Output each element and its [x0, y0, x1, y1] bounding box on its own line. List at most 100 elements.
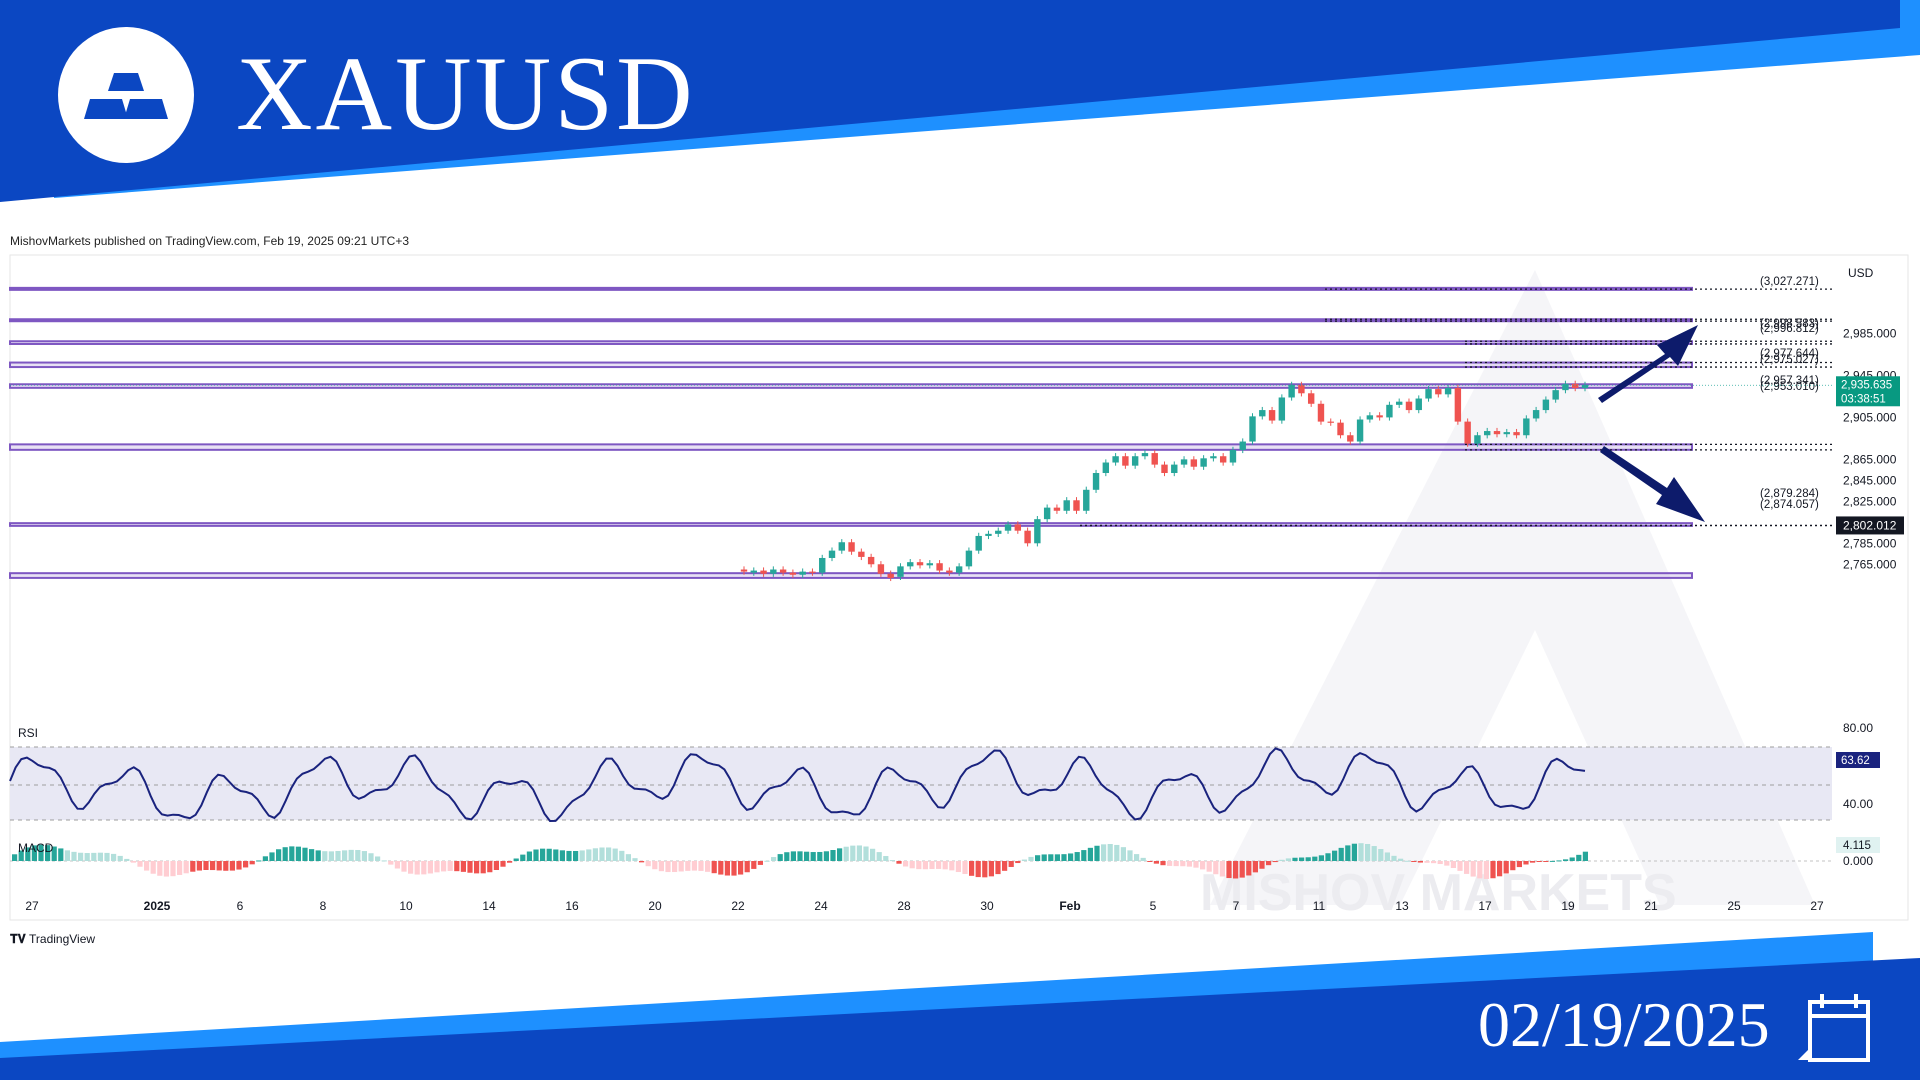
macd-bar-164: [1094, 845, 1100, 861]
macd-bar-185: [1233, 861, 1239, 879]
macd-bar-38: [262, 856, 268, 861]
macd-bar-235: [1563, 859, 1569, 861]
macd-bar-186: [1239, 861, 1245, 878]
macd-bar-124: [830, 850, 836, 861]
macd-bar-122: [817, 851, 823, 861]
macd-bar-89: [599, 847, 605, 861]
candle-body-59: [1317, 403, 1325, 422]
rsi-pane: 80.00 40.00 63.62: [9, 721, 1880, 823]
macd-bar-17: [124, 858, 130, 861]
macd-bar-9: [71, 851, 77, 861]
macd-bar-80: [540, 848, 546, 861]
macd-bar-191: [1272, 861, 1278, 863]
macd-bar-79: [533, 849, 539, 861]
candle-body-25: [985, 533, 992, 536]
macd-bar-46: [315, 850, 321, 861]
macd-bar-71: [480, 861, 486, 874]
macd-bar-148: [988, 861, 994, 877]
macd-bar-237: [1576, 854, 1582, 861]
macd-bar-101: [678, 861, 684, 872]
candles: [10, 380, 1832, 582]
y-tick-6: 2,785.000: [1843, 536, 1897, 550]
macd-bar-69: [467, 861, 473, 873]
macd-bar-139: [929, 861, 935, 870]
y-tick-0: 2,985.000: [1843, 326, 1897, 340]
macd-bar-77: [520, 854, 526, 861]
macd-bar-198: [1318, 855, 1324, 861]
candle-body-1: [750, 570, 757, 573]
macd-bar-53: [361, 851, 367, 861]
macd-bar-54: [368, 853, 374, 861]
y-tick-2: 2,905.000: [1843, 410, 1897, 424]
macd-bar-100: [672, 861, 678, 873]
macd-bar-33: [229, 861, 235, 871]
macd-bar-10: [78, 852, 84, 861]
candle-body-54: [1268, 410, 1276, 421]
macd-bar-200: [1332, 850, 1338, 861]
macd-bar-128: [856, 845, 862, 861]
x-tick-0: 27: [25, 899, 39, 913]
macd-bar-108: [724, 861, 730, 876]
macd-bar-105: [705, 861, 711, 872]
macd-bar-230: [1530, 861, 1536, 863]
candle-body-9: [828, 550, 836, 558]
candle-body-29: [1024, 530, 1031, 544]
macd-bar-68: [460, 861, 466, 872]
macd-bar-117: [784, 852, 790, 861]
candle-body-17: [907, 562, 914, 567]
macd-bar-152: [1015, 861, 1021, 864]
macd-bar-94: [632, 858, 638, 861]
watermark-text: MISHOV MARKETS: [1200, 864, 1677, 922]
candle-body-31: [1043, 507, 1051, 520]
macd-bar-178: [1186, 861, 1192, 867]
zone-6: [9, 522, 1693, 527]
candle-body-0: [740, 569, 748, 572]
macd-bar-70: [474, 861, 480, 874]
macd-bar-231: [1536, 861, 1542, 862]
x-tick-19: 21: [1644, 899, 1658, 913]
candle-body-4: [779, 569, 787, 573]
candle-body-35: [1083, 489, 1090, 511]
calendar-icon: [1798, 994, 1870, 1062]
chart-border: [9, 254, 1909, 921]
macd-bar-163: [1087, 847, 1093, 861]
macd-bar-106: [711, 861, 717, 874]
macd-bar-113: [757, 861, 763, 865]
y-axis: 2,985.0002,945.0002,905.0002,865.0002,84…: [1836, 326, 1904, 571]
macd-bar-12: [91, 852, 97, 861]
candle-body-3: [770, 569, 777, 574]
macd-bar-1: [18, 850, 24, 861]
macd-bar-112: [751, 861, 757, 869]
candle-body-7: [809, 571, 816, 573]
macd-bar-61: [414, 861, 420, 875]
macd-bar-206: [1371, 846, 1377, 861]
macd-bar-134: [896, 861, 902, 864]
macd-bar-45: [309, 849, 315, 861]
macd-bar-86: [579, 850, 585, 861]
candle-body-33: [1063, 500, 1070, 511]
candle-body-76: [1484, 431, 1491, 436]
macd-bar-137: [916, 861, 922, 870]
candle-body-2: [760, 570, 767, 574]
candle-body-45: [1180, 459, 1188, 465]
macd-bar-62: [421, 861, 427, 875]
macd-bar-14: [104, 852, 110, 861]
macd-bar-43: [295, 846, 301, 861]
candle-body-47: [1200, 458, 1207, 467]
x-tick-16: 13: [1395, 899, 1409, 913]
macd-bar-179: [1193, 861, 1199, 868]
macd-bar-204: [1358, 843, 1364, 861]
x-tick-2: 6: [237, 899, 244, 913]
macd-bar-162: [1081, 850, 1087, 861]
macd-bar-21: [150, 861, 156, 874]
macd-value: 4.115: [1843, 840, 1871, 852]
macd-bar-123: [823, 851, 829, 861]
candle-body-61: [1337, 422, 1344, 436]
macd-bar-91: [612, 848, 618, 861]
macd-bar-78: [526, 851, 532, 861]
level-label-2: (2,996.812): [1760, 323, 1819, 335]
macd-bar-227: [1510, 861, 1516, 871]
macd-bar-98: [658, 861, 664, 872]
macd-bar-143: [955, 861, 961, 873]
